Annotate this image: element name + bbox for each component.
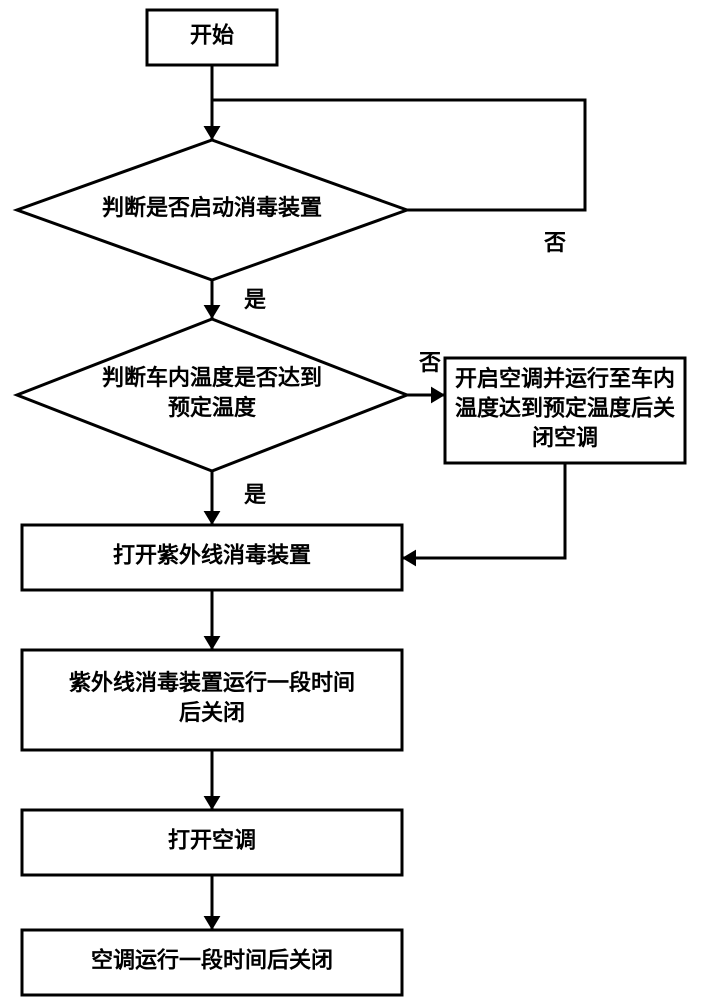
svg-text:空调运行一段时间后关闭: 空调运行一段时间后关闭 <box>91 948 333 973</box>
svg-text:后关闭: 后关闭 <box>179 700 245 725</box>
svg-text:开启空调并运行至车内: 开启空调并运行至车内 <box>455 366 675 391</box>
svg-text:紫外线消毒装置运行一段时间: 紫外线消毒装置运行一段时间 <box>69 670 355 695</box>
svg-text:否: 否 <box>418 350 441 375</box>
svg-text:温度达到预定温度后关: 温度达到预定温度后关 <box>455 396 675 421</box>
svg-text:是: 是 <box>244 482 266 507</box>
svg-text:判断是否启动消毒装置: 判断是否启动消毒装置 <box>102 195 322 220</box>
svg-text:判断车内温度是否达到: 判断车内温度是否达到 <box>102 365 322 390</box>
svg-text:打开紫外线消毒装置: 打开紫外线消毒装置 <box>113 543 311 568</box>
svg-text:预定温度: 预定温度 <box>168 395 257 420</box>
svg-text:是: 是 <box>244 287 266 312</box>
svg-text:闭空调: 闭空调 <box>532 425 598 450</box>
svg-text:否: 否 <box>543 230 566 255</box>
flowchart-canvas: 否是否是开始判断是否启动消毒装置判断车内温度是否达到预定温度开启空调并运行至车内… <box>0 0 711 1000</box>
svg-text:打开空调: 打开空调 <box>168 828 256 853</box>
svg-text:开始: 开始 <box>190 23 234 48</box>
